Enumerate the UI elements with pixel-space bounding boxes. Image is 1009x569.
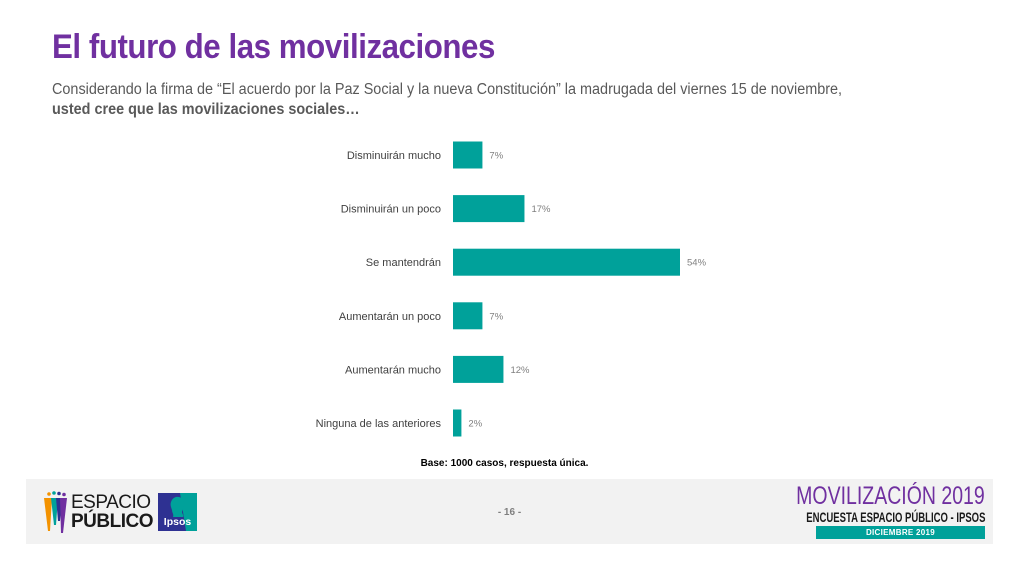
espacio-publico-logo: ESPACIO PÚBLICO [42, 491, 154, 535]
page-title: El futuro de las movilizaciones [52, 28, 495, 66]
category-label: Aumentarán un poco [339, 311, 441, 323]
survey-subtitle: ENCUESTA ESPACIO PÚBLICO - IPSOS [805, 509, 985, 525]
category-label: Ninguna de las anteriores [316, 418, 442, 430]
bar [453, 409, 462, 437]
espacio-logo-line2: PÚBLICO [71, 511, 154, 532]
value-label: 12% [510, 365, 530, 376]
category-label: Disminuirán mucho [347, 150, 441, 162]
question-text: Considerando la firma de “El acuerdo por… [52, 80, 926, 120]
category-label: Disminuirán un poco [341, 204, 441, 216]
value-label: 2% [468, 419, 482, 430]
bar [453, 355, 504, 383]
survey-title: MOVILIZACIÓN 2019 [796, 482, 985, 510]
value-label: 17% [531, 204, 551, 215]
bar [453, 302, 483, 330]
footer: ESPACIO PÚBLICO Ipsos - 16 - MOVILIZACIÓ… [26, 479, 993, 544]
value-label: 7% [489, 311, 503, 322]
category-label: Aumentarán mucho [345, 364, 441, 376]
ipsos-logo-text: Ipsos [163, 516, 192, 528]
survey-logo: MOVILIZACIÓN 2019 ENCUESTA ESPACIO PÚBLI… [796, 483, 985, 541]
ipsos-logo: Ipsos [158, 493, 197, 531]
espacio-publico-icon [44, 491, 67, 533]
category-label: Se mantendrán [366, 257, 441, 269]
bar [453, 195, 525, 223]
question-line-1: Considerando la firma de “El acuerdo por… [52, 81, 843, 98]
question-line-2: usted cree que las movilizaciones social… [52, 101, 360, 118]
bar [453, 141, 483, 169]
ipsos-head-icon [158, 493, 197, 531]
bar-chart: Disminuirán mucho 7% Disminuirán un poco 17… [316, 141, 707, 437]
value-label: 7% [489, 151, 503, 162]
value-label: 54% [687, 258, 707, 269]
survey-date: DICIEMBRE 2019 [816, 526, 985, 539]
base-note: Base: 1000 casos, respuesta única. [420, 458, 589, 469]
page-number: - 16 - [497, 507, 522, 518]
bar [453, 248, 680, 276]
espacio-logo-line1: ESPACIO [71, 492, 151, 513]
